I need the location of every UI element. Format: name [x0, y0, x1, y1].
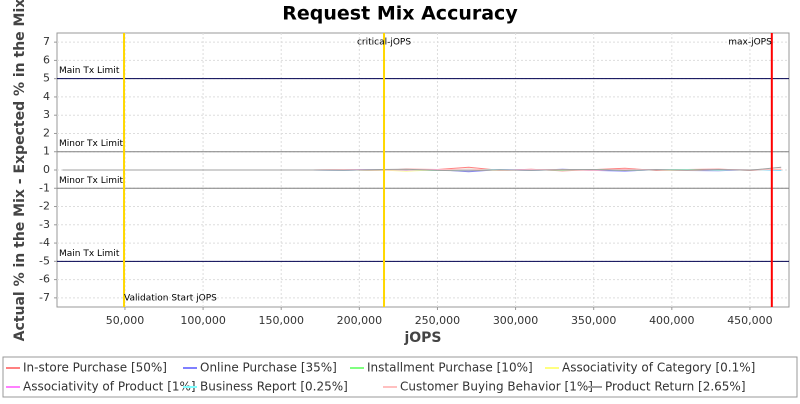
x-axis-label: jOPS	[403, 330, 441, 346]
threshold-label: Minor Tx Limit	[59, 176, 124, 186]
y-tick-label: -5	[39, 254, 50, 267]
y-tick-label: -2	[39, 200, 50, 213]
y-axis-label: Actual % in the Mix - Expected % in the …	[12, 0, 28, 341]
x-tick-label: 350,000	[571, 314, 617, 327]
marker-label: Validation Start jOPS	[124, 294, 217, 304]
x-tick-label: 250,000	[415, 314, 461, 327]
legend-label: Associativity of Product [1%]	[23, 380, 196, 394]
x-tick-label: 400,000	[649, 314, 695, 327]
legend-label: In-store Purchase [50%]	[23, 361, 167, 375]
y-tick-label: 4	[43, 90, 50, 103]
legend-label: Business Report [0.25%]	[200, 380, 348, 394]
legend-label: Product Return [2.65%]	[605, 380, 746, 394]
y-tick-label: -3	[39, 218, 50, 231]
y-tick-label: -4	[39, 236, 50, 249]
legend-label: Customer Buying Behavior [1%]	[400, 380, 593, 394]
x-tick-label: 200,000	[337, 314, 383, 327]
y-tick-label: 7	[43, 35, 50, 48]
x-tick-label: 300,000	[493, 314, 539, 327]
marker-label: critical-jOPS	[357, 38, 411, 48]
marker-label: max-jOPS	[728, 38, 772, 48]
chart-title: Request Mix Accuracy	[282, 3, 518, 25]
y-tick-label: 0	[43, 163, 50, 176]
legend-label: Installment Purchase [10%]	[367, 361, 533, 375]
y-tick-label: -6	[39, 273, 50, 286]
legend-label: Online Purchase [35%]	[200, 361, 337, 375]
threshold-label: Main Tx Limit	[59, 249, 120, 259]
x-tick-label: 100,000	[180, 314, 226, 327]
series-line	[62, 166, 782, 172]
y-tick-label: 6	[43, 53, 50, 66]
y-tick-label: 1	[43, 145, 50, 158]
y-tick-label: 3	[43, 108, 50, 121]
y-tick-label: 5	[43, 72, 50, 85]
threshold-label: Main Tx Limit	[59, 66, 120, 76]
x-tick-label: 150,000	[258, 314, 304, 327]
x-tick-label: 450,000	[727, 314, 773, 327]
legend	[2, 356, 798, 398]
threshold-label: Minor Tx Limit	[59, 139, 124, 149]
y-tick-label: 2	[43, 126, 50, 139]
x-tick-label: 50,000	[106, 314, 145, 327]
y-tick-label: -1	[39, 181, 50, 194]
legend-label: Associativity of Category [0.1%]	[562, 361, 755, 375]
y-tick-label: -7	[39, 291, 50, 304]
